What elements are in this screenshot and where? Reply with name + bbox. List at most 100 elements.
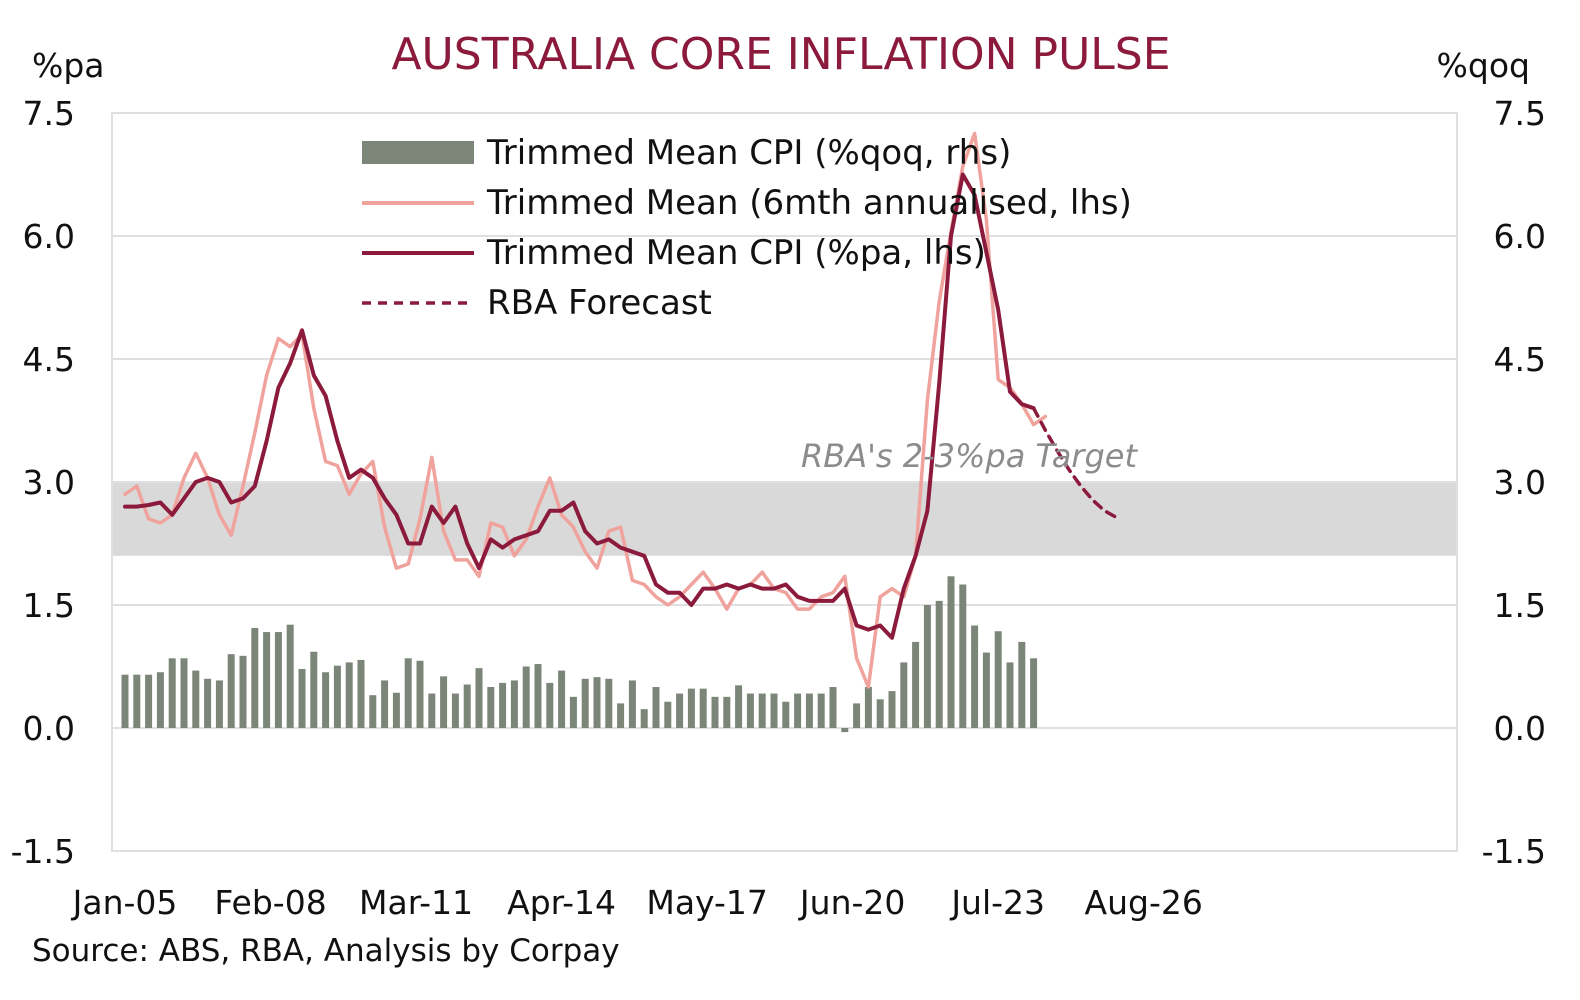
left-axis-unit: %pa [32,46,105,85]
qoq-bar [687,688,695,728]
y-tick-label-right: 4.5 [1494,340,1546,379]
chart-title: AUSTRALIA CORE INFLATION PULSE [391,29,1170,80]
y-tick-label-left: -1.5 [11,832,75,871]
qoq-bar [664,701,672,728]
qoq-bar [192,670,200,728]
qoq-bar [853,703,861,728]
qoq-bar [333,665,341,728]
qoq-bar [723,696,731,728]
legend: Trimmed Mean CPI (%qoq, rhs) Trimmed Mea… [362,133,1132,323]
rba-forecast-line [1031,406,1118,520]
x-tick-label: Aug-26 [1085,883,1203,922]
qoq-bar [156,672,164,728]
qoq-bar [699,688,707,728]
qoq-bar [770,693,778,728]
qoq-bar [593,677,601,728]
x-tick-label: May-17 [646,883,768,922]
qoq-bar [487,687,495,728]
qoq-bar [558,670,566,728]
line-series [123,131,1118,689]
qoq-bar [286,624,294,728]
y-tick-label-right: 6.0 [1494,217,1546,256]
y-tick-label-left: 6.0 [23,217,75,256]
y-tick-label-left: 0.0 [23,709,75,748]
qoq-bar [345,662,353,728]
qoq-bar [168,658,176,728]
qoq-bar [971,625,979,728]
left-y-axis: 7.5 6.0 4.5 3.0 1.5 0.0 -1.5 [11,94,75,871]
qoq-bar [1006,662,1014,728]
qoq-bar [251,627,259,728]
qoq-bar [782,701,790,728]
legend-label-forecast: RBA Forecast [487,283,712,323]
qoq-bar [381,680,389,728]
legend-label-annual: Trimmed Mean CPI (%pa, lhs) [486,233,986,273]
x-tick-label: Feb-08 [214,883,326,922]
qoq-bar [805,693,813,728]
qoq-bar [463,684,471,728]
y-tick-label-right: -1.5 [1482,832,1546,871]
qoq-bar [274,632,282,728]
qoq-bar [534,664,542,728]
qoq-bar [581,678,589,728]
qoq-bar [829,687,837,728]
qoq-bar [428,693,436,728]
legend-swatch-bars [362,141,474,164]
qoq-bar [369,695,377,728]
qoq-bar [215,680,223,728]
qoq-bar [628,680,636,728]
qoq-bar [440,676,448,728]
y-tick-label-right: 1.5 [1494,586,1546,625]
x-tick-label: Jul-23 [949,883,1045,922]
y-tick-label-right: 3.0 [1494,463,1546,502]
qoq-bar [357,659,365,728]
qoq-bar [935,600,943,728]
qoq-bar [605,678,613,728]
gridlines [111,112,1458,852]
qoq-bar [310,651,318,728]
qoq-bar [204,678,212,728]
qoq-bar [640,709,648,728]
qoq-bar [758,693,766,728]
target-band [112,482,1457,556]
qoq-bar [510,680,518,728]
x-tick-label: Apr-14 [507,883,616,922]
qoq-bar [404,658,412,728]
y-tick-label-left: 3.0 [23,463,75,502]
qoq-bar [876,699,884,728]
qoq-bar [569,696,577,728]
y-tick-label-left: 1.5 [23,586,75,625]
qoq-bar [239,655,247,728]
qoq-bar [959,584,967,728]
qoq-bar [617,703,625,728]
qoq-bar [900,662,908,728]
qoq-bar [982,652,990,728]
qoq-bar [522,666,530,728]
legend-label-six-month: Trimmed Mean (6mth annualised, lhs) [486,183,1132,223]
qoq-bar [546,682,554,728]
qoq-bar [947,576,955,728]
y-tick-label-right: 7.5 [1494,94,1546,133]
qoq-bar [392,692,400,728]
qoq-bar [263,632,271,728]
x-axis: Jan-05 Feb-08 Mar-11 Apr-14 May-17 Jun-20 Jul-… [71,883,1203,922]
qoq-bar [298,668,306,728]
y-tick-label-left: 7.5 [23,94,75,133]
qoq-bar [475,668,483,728]
qoq-bar [322,672,330,728]
qoq-bar [499,682,507,728]
qoq-bar [735,685,743,728]
annual-trimmed-mean-line [123,172,1036,640]
qoq-bar [817,693,825,728]
six-month-annualised-line [123,131,1048,689]
qoq-bar [794,693,802,728]
target-band-layer [112,482,1457,556]
qoq-bar [923,605,931,728]
source-note: Source: ABS, RBA, Analysis by Corpay [32,933,620,969]
qoq-bar [841,728,849,733]
qoq-bar [416,660,424,728]
qoq-bar [1030,658,1038,728]
qoq-bar [180,658,188,728]
qoq-bar [711,696,719,728]
